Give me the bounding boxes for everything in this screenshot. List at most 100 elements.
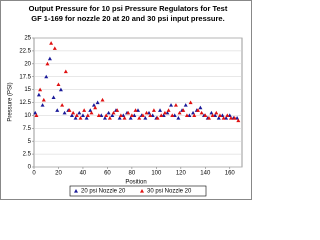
point <box>106 110 111 115</box>
point <box>155 115 160 120</box>
point <box>177 110 182 115</box>
point <box>183 103 188 107</box>
point <box>41 97 46 102</box>
point <box>137 115 142 120</box>
point <box>176 115 181 120</box>
point <box>173 103 178 107</box>
x-tick-label: 160 <box>225 171 236 177</box>
point <box>199 110 204 115</box>
point <box>69 113 74 117</box>
y-tick-label: 2.5 <box>23 152 32 158</box>
point <box>162 110 167 115</box>
x-axis-label: Position <box>125 180 146 186</box>
point <box>216 115 221 120</box>
point <box>221 115 226 120</box>
point <box>104 113 109 117</box>
point <box>203 113 208 117</box>
point <box>71 110 76 115</box>
point <box>232 115 237 120</box>
point <box>198 105 203 110</box>
point <box>209 110 214 115</box>
chart-title: GF 1-169 for nozzle 20 at 20 and 30 psi … <box>31 14 224 23</box>
point <box>77 110 82 115</box>
point <box>102 115 107 120</box>
point <box>93 105 98 110</box>
point <box>115 108 120 112</box>
point <box>151 108 156 112</box>
point <box>140 113 145 117</box>
point <box>67 108 72 112</box>
point <box>206 115 211 120</box>
y-tick-label: 17.5 <box>19 74 31 80</box>
point <box>159 113 164 117</box>
point <box>91 103 96 107</box>
point <box>47 56 52 61</box>
legend-label: 20 psi Nozzle 20 <box>81 189 126 195</box>
y-tick-label: 15 <box>24 87 31 93</box>
point <box>85 113 90 117</box>
legend-marker <box>74 189 78 193</box>
point <box>82 108 87 112</box>
point <box>95 100 100 105</box>
point <box>73 115 78 120</box>
point <box>80 113 85 117</box>
point <box>118 113 123 117</box>
point <box>225 113 230 117</box>
point <box>55 108 60 112</box>
legend-marker <box>140 189 144 193</box>
point <box>78 115 83 120</box>
point <box>129 113 134 117</box>
point <box>40 103 45 107</box>
x-tick-label: 0 <box>32 171 36 177</box>
point <box>84 115 89 120</box>
point <box>49 41 54 45</box>
point <box>169 103 174 107</box>
y-tick-label: 5 <box>28 139 32 145</box>
point <box>111 110 116 115</box>
point <box>236 118 241 123</box>
point <box>217 113 222 117</box>
point <box>166 108 171 112</box>
point <box>34 113 39 117</box>
point <box>63 69 68 74</box>
y-tick-label: 22.5 <box>19 48 31 54</box>
y-tick-label: 12.5 <box>19 100 31 106</box>
x-tick-label: 100 <box>151 171 162 177</box>
point <box>88 108 93 112</box>
y-tick-label: 20 <box>24 61 31 67</box>
y-tick-label: 0 <box>28 165 32 171</box>
point <box>191 110 196 115</box>
point <box>195 108 200 112</box>
point <box>170 113 175 117</box>
point <box>144 110 149 115</box>
point <box>89 110 94 115</box>
point <box>192 113 197 117</box>
point <box>60 103 65 107</box>
point <box>100 97 105 102</box>
chart-title: Output Pressure for 10 psi Pressure Regu… <box>29 4 228 13</box>
point <box>143 115 148 120</box>
point <box>110 113 115 117</box>
point <box>133 108 138 112</box>
point <box>126 110 131 115</box>
point <box>38 87 43 92</box>
point <box>96 113 101 117</box>
point <box>44 74 49 79</box>
point <box>214 110 219 115</box>
y-tick-label: 10 <box>24 113 31 119</box>
point <box>36 92 41 97</box>
point <box>107 115 112 120</box>
legend-box <box>69 185 207 197</box>
x-tick-label: 40 <box>80 171 87 177</box>
x-tick-label: 20 <box>55 171 62 177</box>
point <box>33 110 38 115</box>
y-tick-label: 7.5 <box>23 126 32 132</box>
x-tick-label: 80 <box>129 171 136 177</box>
point <box>62 110 67 115</box>
y-tick-label: 25 <box>24 36 31 42</box>
point <box>117 115 122 120</box>
point <box>122 115 127 120</box>
point <box>148 113 153 117</box>
legend-label: 30 psi Nozzle 20 <box>147 189 192 195</box>
point <box>45 61 50 66</box>
